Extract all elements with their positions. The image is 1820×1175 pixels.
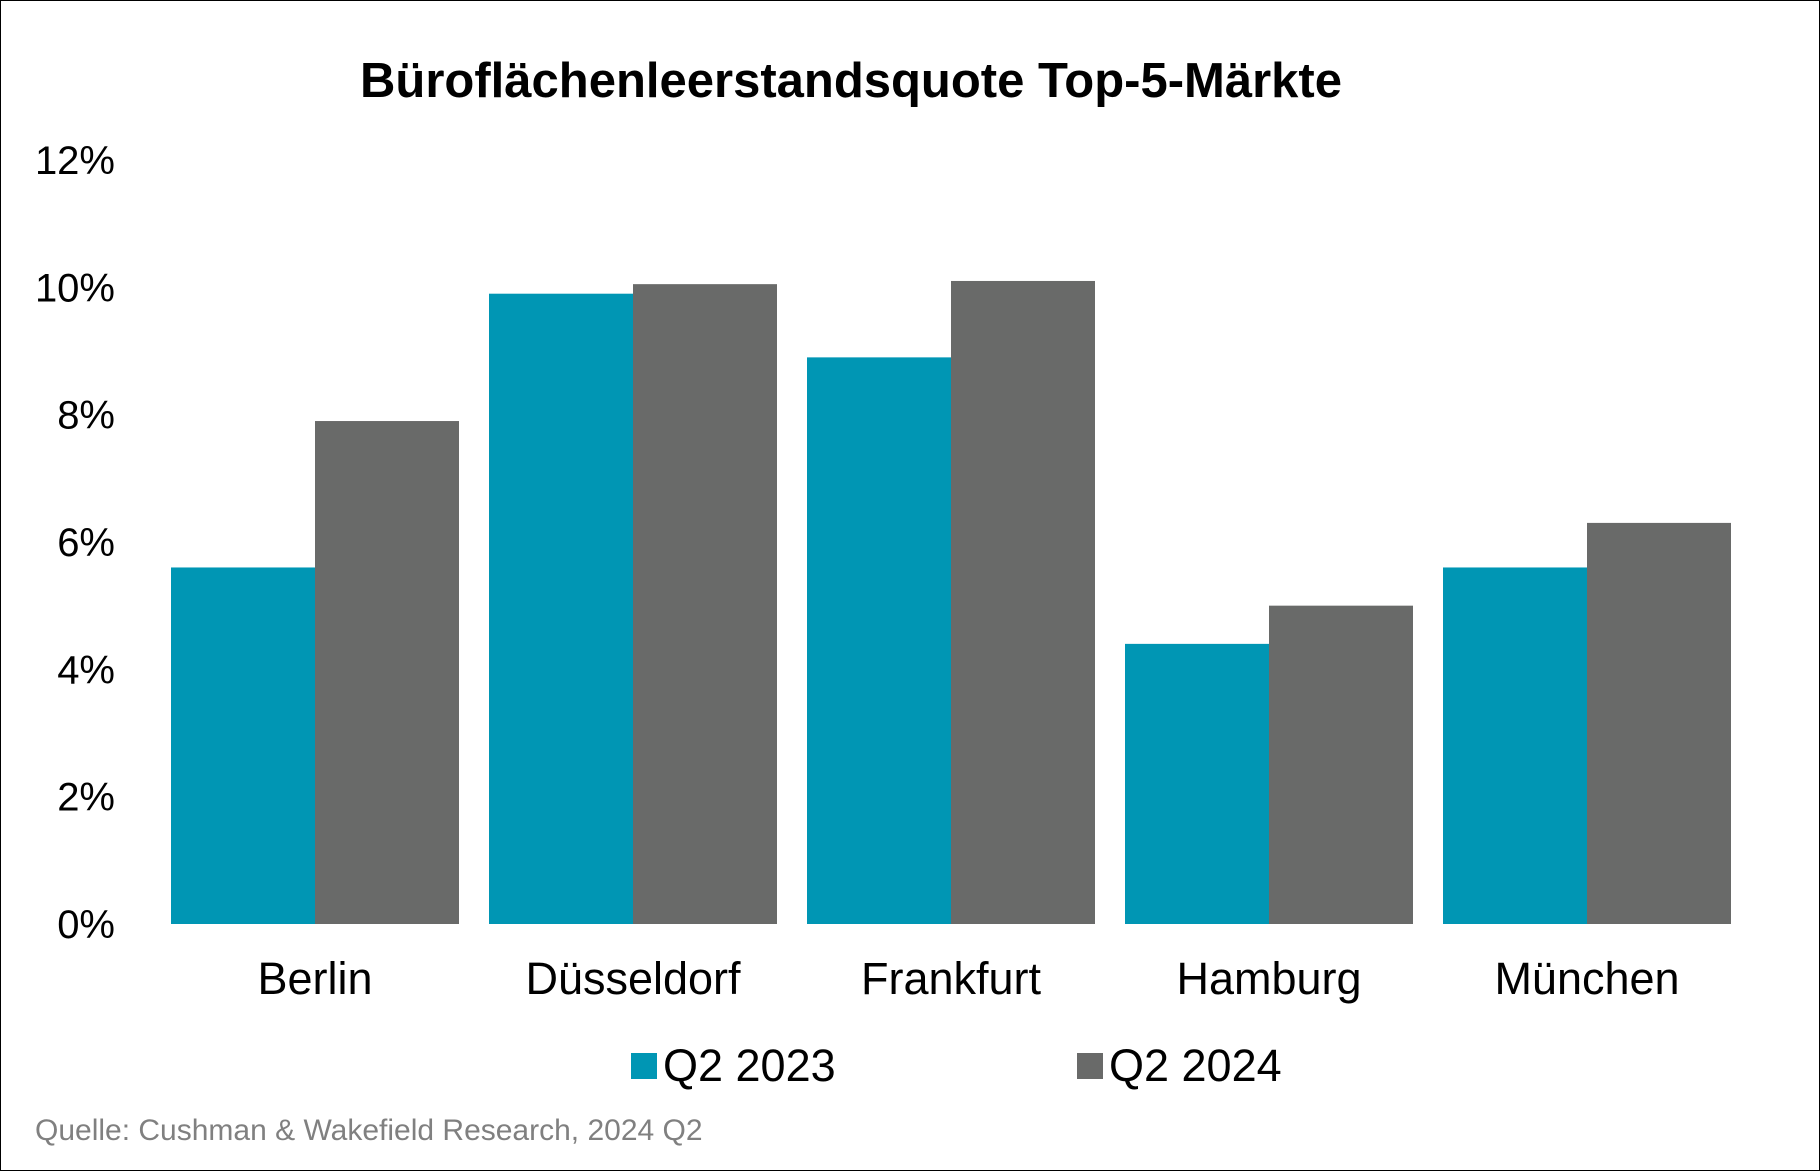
bars (171, 280, 1731, 924)
bar-berlin-q2-2024 (315, 421, 459, 924)
legend-label: Q2 2023 (663, 1040, 836, 1091)
y-tick-label: 4% (57, 648, 115, 692)
y-tick-label: 0% (57, 903, 115, 947)
x-tick-label: Frankfurt (861, 953, 1042, 1004)
bar-münchen-q2-2023 (1443, 567, 1587, 924)
bar-frankfurt-q2-2023 (807, 357, 951, 924)
chart-title: Büroflächenleerstandsquote Top-5-Märkte (360, 54, 1342, 108)
bar-düsseldorf-q2-2024 (633, 284, 777, 924)
y-tick-label: 8% (57, 394, 115, 438)
legend: Q2 2023 Q2 2024 (631, 1040, 1282, 1091)
y-axis: 0% 2% 4% 6% 8% 10% 12% (35, 139, 115, 947)
x-tick-label: München (1494, 953, 1679, 1004)
bar-münchen-q2-2024 (1587, 522, 1731, 924)
bar-hamburg-q2-2023 (1125, 643, 1269, 924)
bar-berlin-q2-2023 (171, 567, 315, 924)
bar-hamburg-q2-2024 (1269, 605, 1413, 924)
y-tick-label: 12% (35, 139, 115, 183)
x-axis: Berlin Düsseldorf Frankfurt Hamburg München (257, 953, 1679, 1004)
legend-swatch (1077, 1053, 1103, 1079)
legend-label: Q2 2024 (1109, 1040, 1282, 1091)
source-note: Quelle: Cushman & Wakefield Research, 20… (35, 1114, 703, 1147)
y-tick-label: 6% (57, 521, 115, 565)
y-tick-label: 2% (57, 776, 115, 820)
bar-düsseldorf-q2-2023 (489, 293, 633, 924)
legend-swatch (631, 1053, 657, 1079)
x-tick-label: Berlin (257, 953, 372, 1004)
y-tick-label: 10% (35, 266, 115, 310)
bar-frankfurt-q2-2024 (951, 280, 1095, 924)
x-tick-label: Hamburg (1176, 953, 1361, 1004)
x-tick-label: Düsseldorf (525, 953, 741, 1004)
